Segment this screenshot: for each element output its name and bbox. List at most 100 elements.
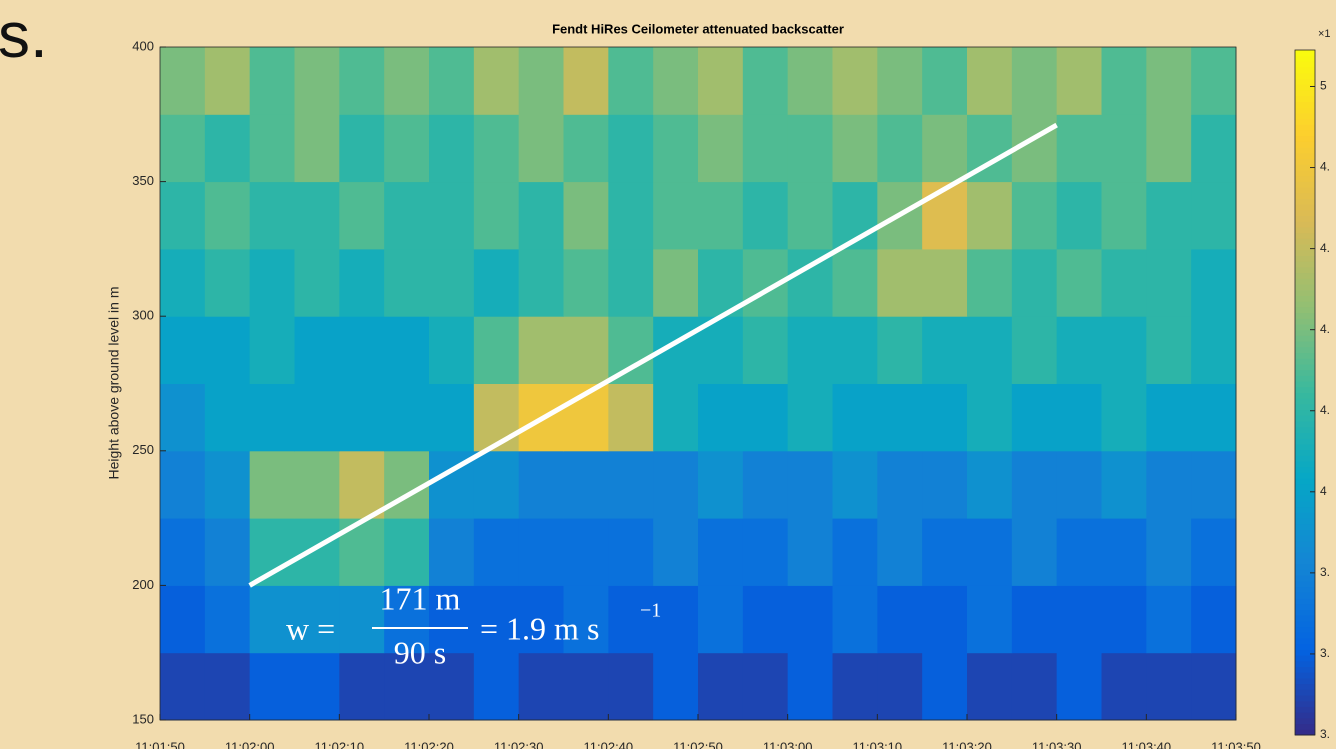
colorbar-segment	[1295, 141, 1315, 148]
heatmap-cell	[563, 585, 609, 654]
colorbar-segment	[1295, 324, 1315, 331]
heatmap-cell	[832, 114, 878, 183]
heatmap-cell	[922, 114, 968, 183]
y-tick-label: 300	[132, 308, 154, 323]
colorbar-segment	[1295, 529, 1315, 536]
heatmap-cell	[294, 585, 340, 654]
colorbar-segment	[1295, 546, 1315, 553]
heatmap-cell	[473, 383, 520, 452]
x-tick-label: 11:02:50	[673, 739, 723, 749]
colorbar-segment	[1295, 558, 1315, 565]
heatmap-cell	[608, 518, 654, 586]
heatmap-cell	[339, 114, 385, 183]
heatmap-cell	[967, 181, 1013, 250]
heatmap-cell	[1011, 585, 1058, 654]
heatmap-cell	[967, 585, 1013, 654]
heatmap-cell	[1011, 316, 1058, 384]
heatmap-cell	[787, 383, 833, 452]
heatmap-cell	[967, 450, 1013, 519]
x-tick-label: 11:02:00	[225, 739, 275, 749]
colorbar-segment	[1295, 284, 1315, 291]
heatmap-cell	[518, 518, 564, 586]
heatmap-cell	[653, 518, 699, 586]
colorbar-segment	[1295, 500, 1315, 508]
heatmap-cell	[563, 518, 609, 586]
colorbar-segment	[1295, 649, 1315, 656]
colorbar-segment	[1295, 712, 1315, 719]
heatmap-cell	[1191, 383, 1237, 452]
heatmap-cell	[563, 450, 609, 519]
colorbar-segment	[1295, 535, 1315, 542]
colorbar-segment	[1295, 729, 1315, 736]
heatmap-cell	[877, 316, 923, 384]
heatmap-cell	[787, 114, 833, 183]
heatmap-cell	[742, 383, 789, 452]
heatmap-cell	[832, 47, 878, 115]
colorbar-segment	[1295, 421, 1315, 428]
heatmap-cell	[608, 181, 654, 250]
heatmap-cell	[877, 114, 923, 183]
x-tick-label: 11:03:40	[1122, 739, 1172, 749]
heatmap-cell	[384, 316, 430, 384]
heatmap-cell	[1146, 652, 1192, 721]
heatmap-cell	[1056, 652, 1102, 721]
colorbar-segment	[1295, 124, 1315, 131]
heatmap-cell	[1146, 383, 1192, 452]
equation-numerator: 171 m	[380, 580, 461, 616]
heatmap-cell	[384, 47, 430, 115]
colorbar-segment	[1295, 209, 1315, 217]
x-tick-label: 11:02:20	[404, 739, 454, 749]
heatmap-cell	[967, 248, 1013, 317]
heatmap-cell	[429, 383, 475, 452]
y-tick-label: 200	[132, 577, 154, 592]
colorbar-segment	[1295, 363, 1315, 371]
colorbar-segment	[1295, 318, 1315, 325]
colorbar-segment	[1295, 175, 1315, 182]
y-tick-label: 350	[132, 173, 154, 188]
colorbar-segment	[1295, 615, 1315, 622]
heatmap-cell	[160, 114, 206, 183]
heatmap-cell	[698, 383, 744, 452]
heatmap-cell	[1191, 316, 1237, 384]
heatmap-cell	[1056, 383, 1102, 452]
heatmap-cell	[1011, 181, 1058, 250]
colorbar-segment	[1295, 489, 1315, 496]
heatmap-cell	[294, 518, 340, 586]
heatmap-cell	[832, 248, 878, 317]
colorbar-segment	[1295, 169, 1315, 177]
heatmap-cell	[787, 518, 833, 586]
heatmap-cell	[877, 248, 923, 317]
y-tick-label: 400	[132, 38, 154, 53]
heatmap-cell	[608, 316, 654, 384]
colorbar-segment	[1295, 158, 1315, 165]
heatmap-cell	[384, 652, 430, 721]
colorbar-segment	[1295, 523, 1315, 530]
heatmap-cell	[922, 585, 968, 654]
colorbar-segment	[1295, 603, 1315, 610]
colorbar-segment	[1295, 255, 1315, 262]
heatmap-cell	[294, 450, 340, 519]
heatmap-cell	[429, 585, 475, 654]
heatmap-cell	[653, 181, 699, 250]
heatmap-cell	[1191, 585, 1237, 654]
y-tick-label: 150	[132, 711, 154, 726]
colorbar-segment	[1295, 249, 1315, 256]
colorbar-segment	[1295, 238, 1315, 245]
heatmap-cell	[1146, 47, 1192, 115]
colorbar-segment	[1295, 575, 1315, 582]
heatmap-cell	[877, 518, 923, 586]
colorbar-segment	[1295, 677, 1315, 685]
colorbar-segment	[1295, 346, 1315, 354]
colorbar-segment	[1295, 278, 1315, 285]
colorbar-segment	[1295, 72, 1315, 80]
colorbar-segment	[1295, 215, 1315, 222]
colorbar-segment	[1295, 466, 1315, 473]
colorbar-segment	[1295, 569, 1315, 576]
colorbar-segment	[1295, 580, 1315, 588]
x-tick-label: 11:03:20	[942, 739, 992, 749]
heatmap-cell	[339, 585, 385, 654]
x-tick-label: 11:03:00	[763, 739, 813, 749]
heatmap-cell	[384, 114, 430, 183]
colorbar-segment	[1295, 461, 1315, 468]
